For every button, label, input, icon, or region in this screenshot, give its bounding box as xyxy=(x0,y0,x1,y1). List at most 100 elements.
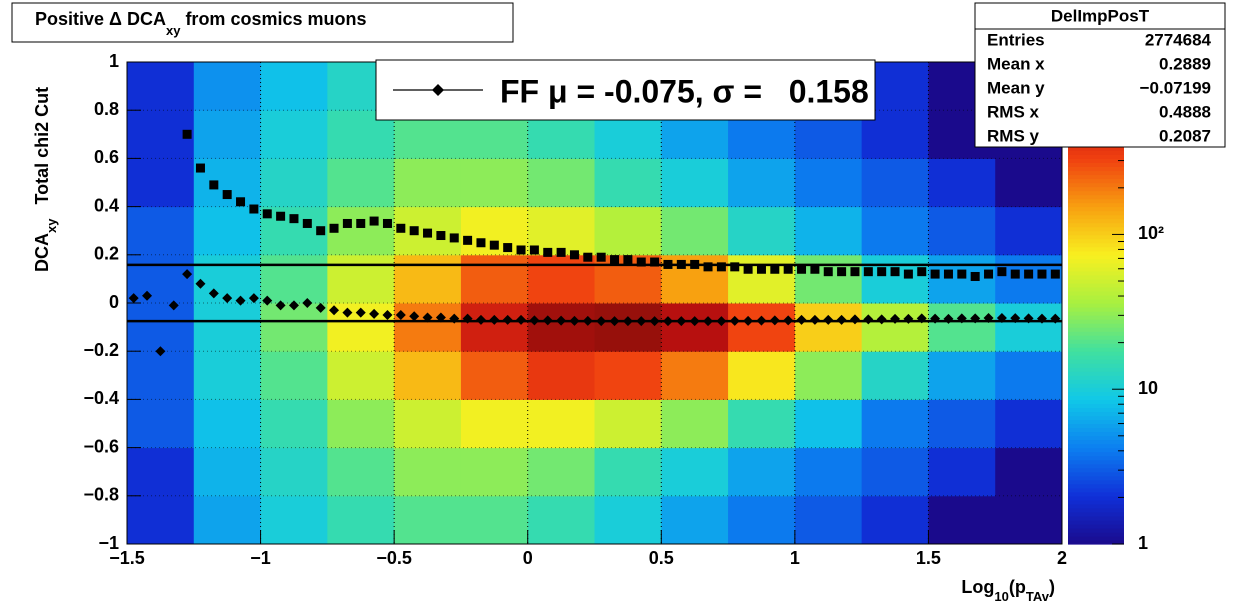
x-label-main: Log xyxy=(961,577,994,597)
heatmap-cell xyxy=(928,206,996,256)
color-bar-step xyxy=(1068,355,1124,360)
color-bar-step xyxy=(1068,274,1124,280)
heatmap-cell xyxy=(193,303,262,352)
color-bar-step xyxy=(1068,146,1124,151)
color-bar-step xyxy=(1068,311,1124,316)
stats-value: 0.4888 xyxy=(1159,102,1211,121)
sigma-point xyxy=(569,250,579,260)
points xyxy=(128,129,1061,357)
sigma-point xyxy=(997,267,1007,277)
color-bar-step xyxy=(1068,222,1124,228)
heatmap-cell xyxy=(661,351,729,400)
color-bar-step xyxy=(1068,419,1124,425)
color-bar-step xyxy=(1068,407,1124,413)
sigma-point xyxy=(636,257,646,267)
heatmap-cell xyxy=(661,206,729,256)
sigma-point xyxy=(917,267,927,277)
heatmap-cell xyxy=(861,158,929,208)
sigma-point xyxy=(676,259,686,269)
color-bar-step xyxy=(1068,403,1124,409)
heatmap-cell xyxy=(995,399,1063,449)
heatmap-cell xyxy=(527,495,595,545)
mu-point xyxy=(649,316,660,327)
mu-point xyxy=(355,307,366,318)
heatmap-cell xyxy=(594,447,662,497)
sigma-point xyxy=(970,271,980,281)
sigma-point xyxy=(476,238,486,248)
sigma-point xyxy=(1050,269,1060,279)
color-bar-step xyxy=(1068,266,1124,272)
stats-value: −0.07199 xyxy=(1140,78,1211,97)
mu-point xyxy=(930,313,941,324)
mu-point xyxy=(422,312,433,323)
color-bar-step xyxy=(1068,166,1124,172)
sigma-point xyxy=(209,180,219,190)
y-tick-label: 1 xyxy=(109,51,119,71)
mu-point xyxy=(302,298,313,308)
y-tick-label: −0.8 xyxy=(83,485,119,505)
color-bar-step xyxy=(1068,423,1124,429)
color-bar-step xyxy=(1068,250,1124,256)
heatmap-cell xyxy=(460,158,529,208)
color-bar-step xyxy=(1068,519,1124,525)
color-bar-step xyxy=(1068,270,1124,276)
color-bar-step xyxy=(1068,234,1124,240)
heatmap-cell xyxy=(260,254,328,304)
heatmap-cell xyxy=(394,447,462,497)
sigma-point xyxy=(837,267,847,277)
heatmap-cell xyxy=(527,303,595,352)
color-bar-step xyxy=(1068,415,1124,421)
heatmap-cell xyxy=(594,495,662,545)
color-bar-step xyxy=(1068,523,1124,529)
x-tick-label: 1 xyxy=(790,548,800,568)
mu-point xyxy=(262,295,273,306)
color-bar-step xyxy=(1068,246,1124,252)
mu-point xyxy=(195,278,206,289)
sigma-point xyxy=(650,257,660,267)
mu-point xyxy=(916,313,927,324)
color-bar-step xyxy=(1068,182,1124,188)
sigma-point xyxy=(463,235,473,245)
color-bar-step xyxy=(1068,359,1124,364)
y-tick-label: −0.6 xyxy=(83,436,119,456)
stats-label: Mean y xyxy=(987,78,1045,97)
heatmap-cell xyxy=(995,303,1063,352)
chart-title: Positive Δ DCAxy from cosmics muons xyxy=(35,9,366,39)
sigma-point xyxy=(984,269,994,279)
mu-point xyxy=(529,315,540,326)
color-bar-step xyxy=(1068,158,1124,164)
mu-point xyxy=(636,316,647,327)
heatmap-cell xyxy=(594,399,662,449)
sigma-point xyxy=(890,267,900,277)
mu-point xyxy=(329,305,340,316)
sigma-point xyxy=(396,223,406,233)
color-bar-step xyxy=(1068,499,1124,505)
heatmap-cell xyxy=(327,495,395,545)
color-bar-step xyxy=(1068,491,1124,497)
heatmap-cell xyxy=(127,399,195,449)
sigma-point xyxy=(409,226,419,236)
sigma-point xyxy=(329,223,339,233)
mu-point xyxy=(556,315,567,326)
color-bar-step xyxy=(1068,495,1124,501)
heatmap-cell xyxy=(460,254,529,304)
color-bar-step xyxy=(1068,214,1124,220)
color-bar-step xyxy=(1068,467,1124,473)
heatmap-cell xyxy=(995,254,1063,304)
heatmap-cell xyxy=(460,303,529,352)
sigma-point xyxy=(436,231,446,241)
sigma-point xyxy=(316,226,326,236)
color-bar-step xyxy=(1068,150,1124,155)
heatmap-cell xyxy=(527,254,595,304)
color-bar-step xyxy=(1068,503,1124,509)
heatmap-cell xyxy=(460,399,529,449)
mu-point xyxy=(943,313,954,324)
sigma-point xyxy=(770,264,780,274)
color-bar-step xyxy=(1068,443,1124,449)
heatmap-cell xyxy=(260,110,328,159)
color-bar-step xyxy=(1068,286,1124,292)
color-bar-step xyxy=(1068,483,1124,489)
mu-point xyxy=(275,300,286,311)
heatmap-cell xyxy=(527,351,595,400)
x-label-mid: (p xyxy=(1009,577,1026,597)
